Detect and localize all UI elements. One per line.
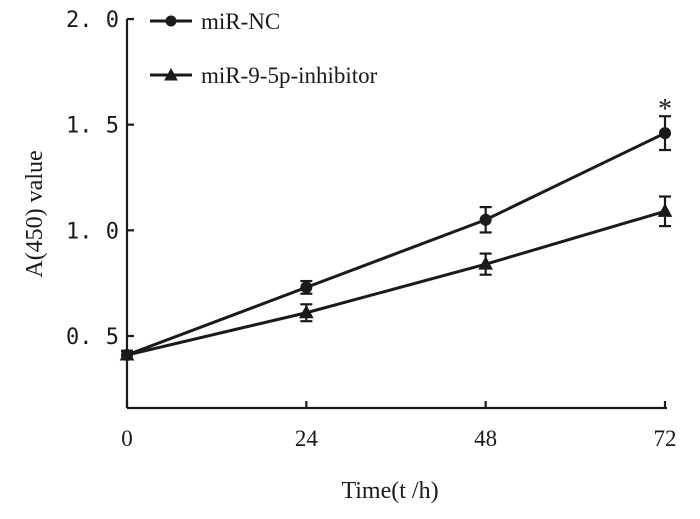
- x-tick-label: 48: [474, 426, 497, 451]
- y-tick-label: 1. 5: [66, 114, 119, 139]
- plot-area: *: [119, 94, 673, 362]
- point-mir-nc: [659, 127, 671, 140]
- y-tick-label: 0. 5: [66, 325, 119, 350]
- legend-marker-mir-nc: [165, 15, 177, 27]
- legend-label-mir-nc: miR-NC: [201, 9, 280, 34]
- y-tick-label: 1. 0: [66, 219, 119, 244]
- point-mir-9-5p-inhibitor: [657, 203, 673, 217]
- point-mir-nc: [479, 213, 492, 226]
- x-tick-label: 72: [654, 426, 677, 451]
- point-mir-9-5p-inhibitor: [298, 304, 314, 319]
- series-line-mir-9-5p-inhibitor: [126, 209, 666, 357]
- point-mir-nc: [300, 281, 313, 294]
- legend-marker-mir-9-5p-inhibitor: [164, 67, 178, 81]
- legend: miR-NC miR-9-5p-inhibitor: [150, 9, 378, 88]
- x-tick-label: 0: [121, 426, 133, 451]
- y-tick-label: 2. 0: [66, 8, 119, 33]
- legend-label-mir-9-5p-inhibitor: miR-9-5p-inhibitor: [201, 63, 378, 88]
- point-mir-9-5p-inhibitor: [119, 346, 135, 361]
- series-line-mir-nc: [126, 131, 666, 357]
- x-tick-label: 24: [295, 426, 319, 451]
- significance-annotation: *: [658, 94, 672, 125]
- y-axis-title: A(450) value: [22, 150, 48, 277]
- point-mir-9-5p-inhibitor: [478, 256, 494, 270]
- axes: 0. 5 1. 0 1. 5 2. 0 0 24 48 72: [66, 8, 676, 451]
- x-axis-title: Time(t /h): [341, 478, 438, 504]
